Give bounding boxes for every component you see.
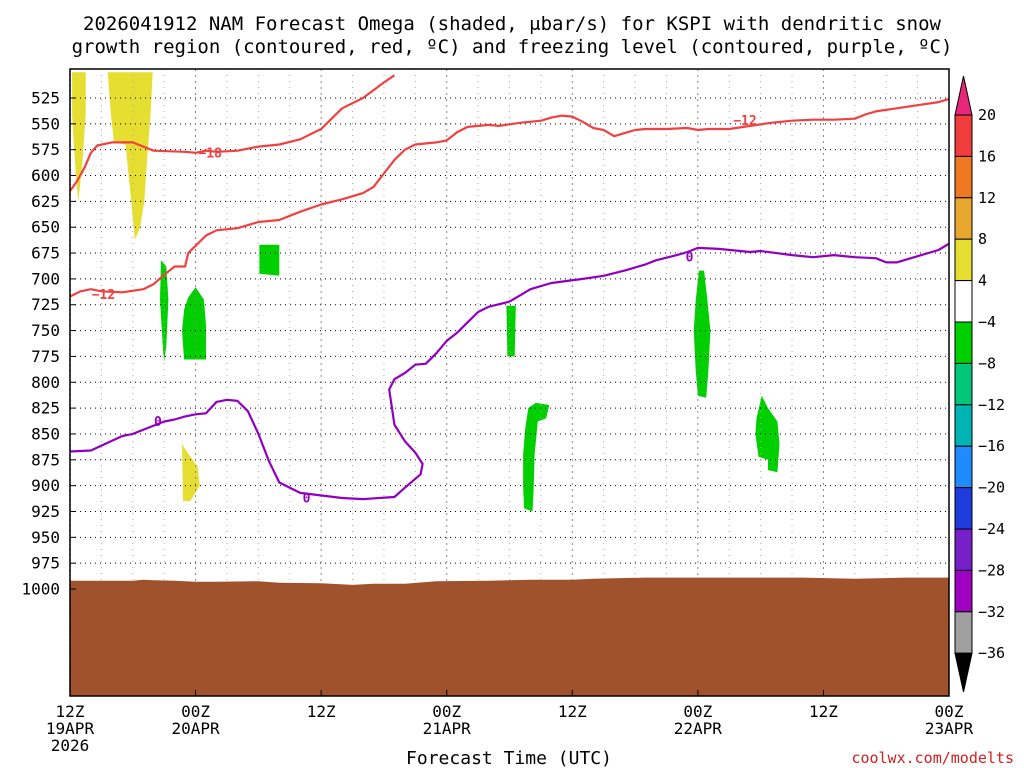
colorbar-label-1: 16 bbox=[978, 147, 996, 165]
contour-label-5: 0 bbox=[686, 251, 694, 266]
freezing-level-right-line bbox=[508, 242, 949, 303]
colorbar-segment-10 bbox=[954, 487, 973, 530]
x-tick-label-4-1: 12Z bbox=[558, 702, 587, 721]
y-tick-label-800: 800 bbox=[31, 373, 60, 392]
y-tick-label-675: 675 bbox=[31, 244, 60, 263]
omega-minus4-b bbox=[182, 287, 206, 360]
y-tick-label-875: 875 bbox=[31, 450, 60, 469]
y-tick-label-600: 600 bbox=[31, 166, 60, 185]
x-tick-label-7-1: 00Z bbox=[935, 702, 964, 721]
colorbar-segment-6 bbox=[954, 321, 973, 364]
x-tick-label-0-3: 2026 bbox=[51, 736, 90, 755]
colorbar-label-4: 4 bbox=[978, 272, 987, 290]
chart-title-line-1: 2026041912 NAM Forecast Omega (shaded, μ… bbox=[83, 13, 941, 35]
colorbar-top-arrow bbox=[954, 75, 973, 116]
omega-plus4-c bbox=[182, 444, 200, 502]
omega-minus4-a bbox=[160, 260, 169, 362]
colorbar-segment-5 bbox=[954, 280, 973, 323]
x-tick-label-5-1: 00Z bbox=[683, 702, 712, 721]
omega-plus4-b bbox=[107, 72, 153, 240]
colorbar-label-5: −4 bbox=[978, 313, 996, 331]
x-tick-label-0-2: 19APR bbox=[46, 719, 95, 738]
y-axis-ticks: 525 550 575 600 625 650 675 700 725 750 775 800 825 8… bbox=[21, 89, 76, 599]
x-tick-label-1-1: 00Z bbox=[181, 702, 210, 721]
colorbar-label-11: −28 bbox=[978, 561, 1005, 579]
dgz-upper-minus18-line bbox=[70, 74, 396, 192]
contour-label-2: −12 bbox=[733, 114, 756, 129]
freezing-level-upper-line bbox=[70, 300, 510, 501]
omega-minus4-c bbox=[259, 244, 280, 276]
omega-minus4-e bbox=[523, 402, 550, 512]
colorbar-segment-1 bbox=[954, 114, 973, 157]
colorbar-label-6: −8 bbox=[978, 354, 996, 372]
colorbar-segment-2 bbox=[954, 155, 973, 199]
y-tick-label-975: 975 bbox=[31, 554, 60, 573]
colorbar-label-8: −16 bbox=[978, 437, 1005, 455]
omega-shading bbox=[72, 72, 780, 512]
y-tick-label-725: 725 bbox=[31, 295, 60, 314]
colorbar-label-12: −32 bbox=[978, 603, 1005, 621]
contour-label-1: −12 bbox=[92, 288, 115, 303]
omega-plus4-a bbox=[72, 72, 86, 202]
x-tick-label-5-2: 22APR bbox=[674, 719, 723, 738]
y-tick-label-750: 750 bbox=[31, 321, 60, 340]
y-tick-label-575: 575 bbox=[31, 140, 60, 159]
dgz-lower-minus12-line bbox=[70, 97, 949, 298]
contours: −18 −12 −12 0 0 0 bbox=[70, 74, 949, 507]
terrain-fill bbox=[70, 577, 949, 696]
colorbar-segment-3 bbox=[954, 197, 973, 240]
colorbar: 20 16 12 8 4 −4 −8 −12 −16 −20 −24 −28 −32 −36 bbox=[954, 75, 1005, 693]
colorbar-segment-4 bbox=[954, 238, 973, 282]
contour-label-0: −18 bbox=[198, 146, 222, 161]
x-tick-label-3-2: 21APR bbox=[423, 719, 472, 738]
omega-minus4-g bbox=[755, 395, 780, 473]
y-tick-label-650: 650 bbox=[31, 218, 60, 237]
x-tick-label-3-1: 00Z bbox=[432, 702, 461, 721]
x-tick-label-0-1: 12Z bbox=[56, 702, 85, 721]
colorbar-label-2: 12 bbox=[978, 189, 996, 207]
y-tick-label-775: 775 bbox=[31, 347, 60, 366]
chart-title-line-2: growth region (contoured, red, ºC) and f… bbox=[72, 36, 953, 58]
y-tick-label-700: 700 bbox=[31, 269, 60, 288]
colorbar-label-13: −36 bbox=[978, 644, 1005, 662]
colorbar-label-10: −24 bbox=[978, 520, 1005, 538]
colorbar-segment-13 bbox=[954, 611, 973, 654]
y-tick-label-950: 950 bbox=[31, 528, 60, 547]
x-tick-label-6-1: 12Z bbox=[809, 702, 838, 721]
terrain bbox=[70, 577, 949, 696]
plot-area: −18 −12 −12 0 0 0 bbox=[69, 68, 950, 697]
contour-label-4: 0 bbox=[303, 492, 311, 507]
y-tick-label-850: 850 bbox=[31, 424, 60, 443]
colorbar-segment-7 bbox=[954, 362, 973, 406]
contour-label-3: 0 bbox=[154, 415, 162, 430]
y-tick-label-825: 825 bbox=[31, 399, 60, 418]
colorbar-label-0: 20 bbox=[978, 106, 996, 124]
x-tick-label-7-2: 23APR bbox=[925, 719, 974, 738]
colorbar-label-7: −12 bbox=[978, 396, 1005, 414]
credit-text: coolwx.com/modelts bbox=[851, 749, 1014, 767]
x-tick-label-2-1: 12Z bbox=[307, 702, 336, 721]
x-tick-label-1-2: 20APR bbox=[171, 719, 220, 738]
y-tick-label-625: 625 bbox=[31, 192, 60, 211]
x-axis-title: Forecast Time (UTC) bbox=[406, 748, 612, 768]
y-tick-label-525: 525 bbox=[31, 89, 60, 108]
y-tick-label-1000: 1000 bbox=[21, 580, 60, 599]
y-tick-label-550: 550 bbox=[31, 114, 60, 133]
colorbar-label-9: −20 bbox=[978, 479, 1005, 497]
y-tick-label-900: 900 bbox=[31, 476, 60, 495]
colorbar-label-3: 8 bbox=[978, 230, 987, 248]
colorbar-segment-9 bbox=[954, 445, 973, 489]
colorbar-segment-8 bbox=[954, 404, 973, 447]
colorbar-segment-12 bbox=[954, 569, 973, 613]
omega-minus4-f bbox=[693, 270, 711, 398]
omega-minus4-d bbox=[506, 305, 516, 357]
colorbar-bottom-arrow bbox=[954, 652, 973, 693]
colorbar-segment-11 bbox=[954, 528, 973, 571]
y-tick-label-925: 925 bbox=[31, 502, 60, 521]
